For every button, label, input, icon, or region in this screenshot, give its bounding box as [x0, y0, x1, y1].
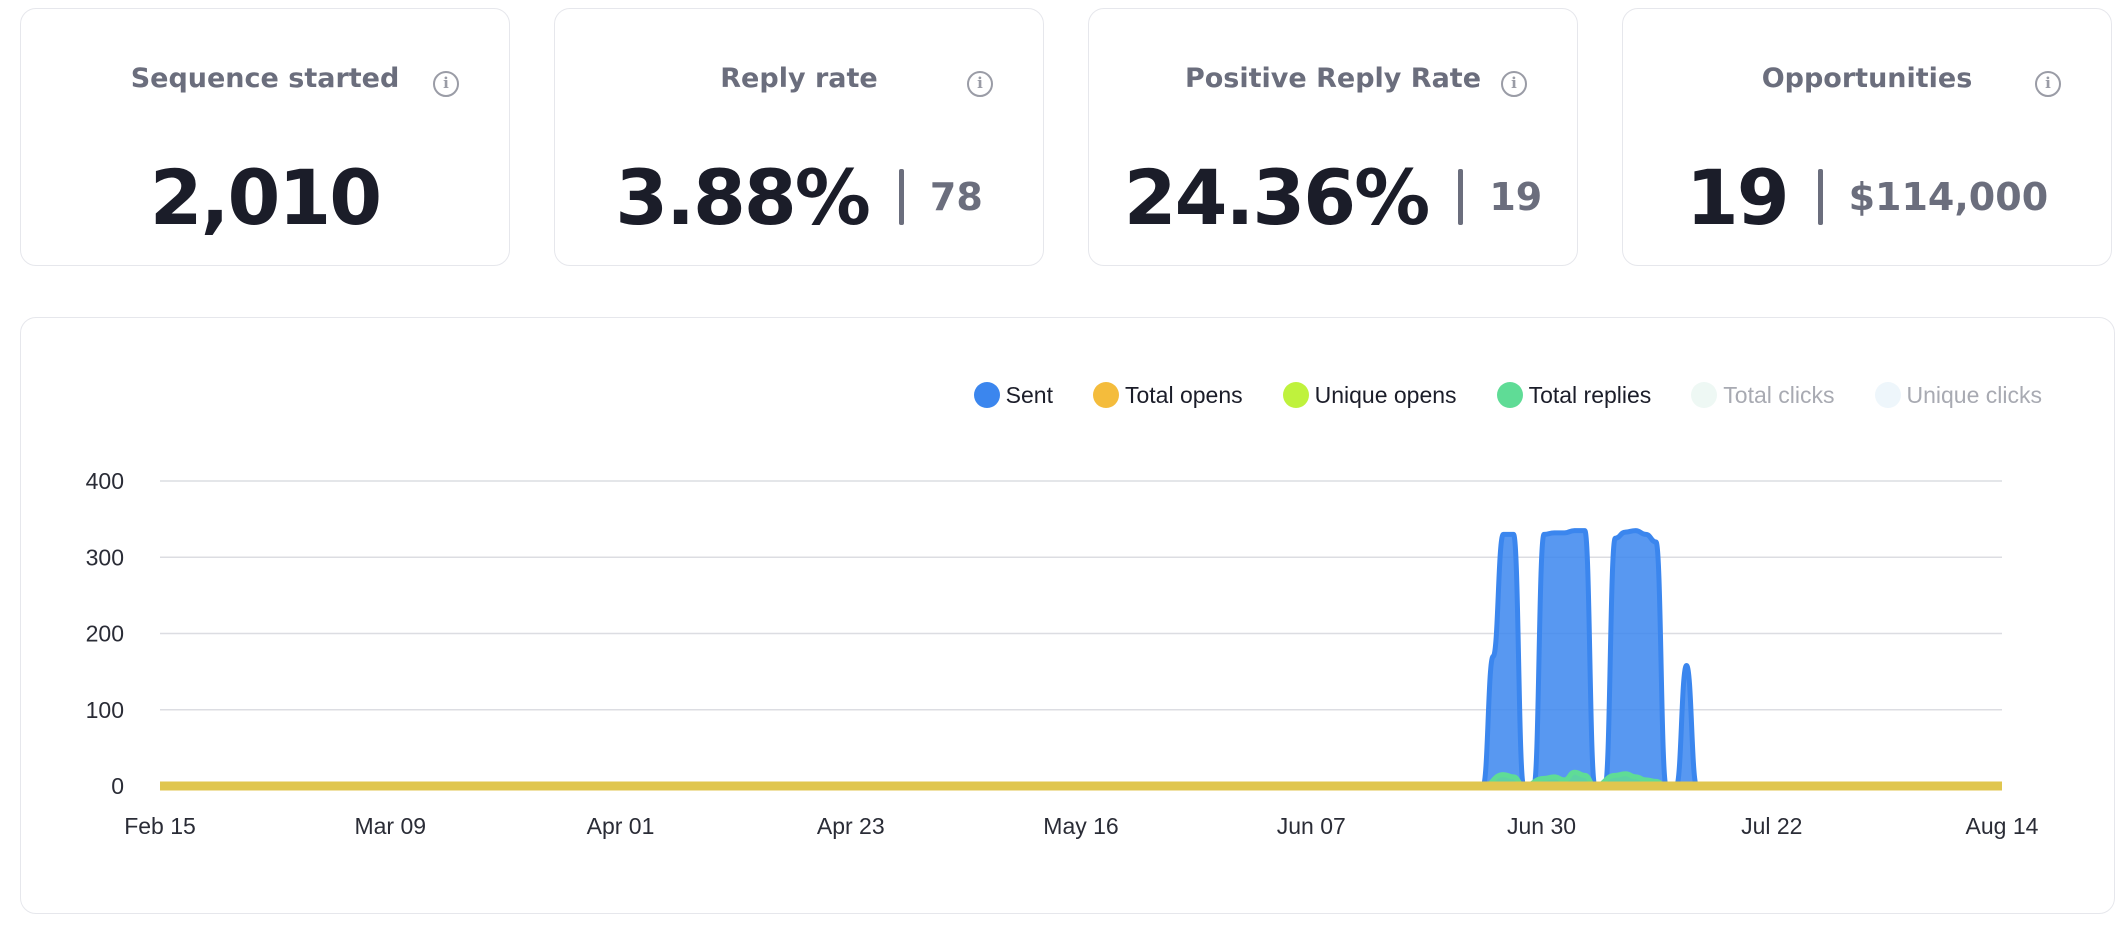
stat-value-row: 3.88% 78	[555, 147, 1043, 247]
series-point	[1645, 779, 1647, 781]
legend-dot	[1092, 382, 1119, 408]
y-tick-label: 100	[86, 697, 124, 723]
x-tick-label: Feb 15	[124, 813, 196, 839]
legend-dot	[1691, 382, 1718, 408]
legend-item-total-replies[interactable]: Total replies	[1496, 381, 1652, 409]
stat-divider	[1817, 169, 1823, 225]
stat-divider	[1458, 169, 1464, 225]
stat-card-opportunities: Opportunities i 19 $114,000	[1622, 8, 2112, 266]
x-tick-label: Apr 23	[817, 813, 885, 839]
x-tick-label: Jun 30	[1507, 813, 1576, 839]
legend-label: Unique opens	[1314, 381, 1457, 408]
series-point	[1686, 665, 1688, 667]
series-point	[1502, 774, 1504, 776]
series-point	[1513, 533, 1515, 535]
series-point	[1513, 776, 1515, 778]
series-point	[1624, 773, 1626, 775]
series-point	[1563, 779, 1565, 781]
legend-item-total-clicks[interactable]: Total clicks	[1691, 381, 1835, 409]
series-point	[1614, 774, 1616, 776]
stat-secondary-value: 19	[1489, 175, 1543, 219]
info-icon[interactable]: i	[1501, 71, 1527, 97]
stat-value-row: 2,010	[21, 147, 509, 247]
series-point	[1624, 531, 1626, 533]
legend-dot	[973, 382, 1000, 408]
legend-dot	[1282, 382, 1309, 408]
stat-secondary-value: $114,000	[1848, 175, 2049, 219]
series-point	[1502, 533, 1504, 535]
series-point	[1553, 532, 1555, 534]
x-tick-label: May 16	[1043, 813, 1118, 839]
legend-label: Total clicks	[1723, 381, 1835, 408]
stat-value-row: 24.36% 19	[1089, 147, 1577, 247]
series-point	[1645, 533, 1647, 535]
series-point	[1563, 532, 1565, 534]
info-icon[interactable]: i	[967, 71, 993, 97]
series-point	[1543, 533, 1545, 535]
y-tick-label: 200	[86, 621, 124, 647]
y-tick-label: 0	[111, 773, 124, 799]
legend-label: Sent	[1005, 381, 1053, 408]
stat-divider	[898, 169, 904, 225]
stat-value: 3.88%	[615, 152, 871, 242]
legend-dot	[1874, 382, 1901, 408]
legend-item-sent[interactable]: Sent	[973, 381, 1053, 409]
x-tick-label: Jun 07	[1277, 813, 1346, 839]
series-point	[1543, 777, 1545, 779]
stat-card-sequence-started: Sequence started i 2,010	[20, 8, 510, 266]
legend-item-unique-clicks[interactable]: Unique clicks	[1874, 381, 2043, 409]
legend-item-unique-opens[interactable]: Unique opens	[1282, 381, 1457, 409]
stat-title: Opportunities	[1761, 63, 1973, 94]
stat-value: 2,010	[149, 152, 382, 242]
series-point	[1584, 530, 1586, 532]
info-icon[interactable]: i	[2035, 71, 2061, 97]
stat-card-positive-reply-rate: Positive Reply Rate i 24.36% 19	[1088, 8, 1578, 266]
y-tick-label: 300	[86, 544, 124, 570]
series-sent-area	[1480, 528, 1700, 789]
series-point	[1655, 541, 1657, 543]
series-point	[1635, 776, 1637, 778]
series-point	[1614, 537, 1616, 539]
series-point	[1492, 655, 1494, 657]
stat-title: Reply rate	[720, 63, 878, 94]
legend-label: Total replies	[1528, 381, 1652, 408]
series-point	[1574, 771, 1576, 773]
stat-secondary-value: 78	[929, 175, 983, 219]
stat-title: Sequence started	[130, 63, 400, 94]
stat-card-reply-rate: Reply rate i 3.88% 78	[554, 8, 1044, 266]
legend-dot	[1496, 382, 1523, 408]
series-point	[1553, 776, 1555, 778]
series-point	[1584, 774, 1586, 776]
series-point	[1635, 530, 1637, 532]
stat-title: Positive Reply Rate	[1184, 63, 1482, 94]
series-point	[1574, 530, 1576, 532]
x-tick-label: Jul 22	[1741, 813, 1802, 839]
x-tick-label: Mar 09	[354, 813, 426, 839]
info-icon[interactable]: i	[433, 71, 459, 97]
legend-label: Total opens	[1124, 381, 1243, 408]
stat-value: 19	[1685, 152, 1790, 242]
chart-card	[20, 317, 2115, 914]
stat-value: 24.36%	[1123, 152, 1431, 242]
x-tick-label: Aug 14	[1966, 813, 2039, 839]
x-tick-label: Apr 01	[587, 813, 655, 839]
y-tick-label: 400	[86, 468, 124, 494]
stat-value-row: 19 $114,000	[1623, 147, 2111, 247]
legend-label: Unique clicks	[1906, 381, 2043, 408]
legend-item-total-opens[interactable]: Total opens	[1092, 381, 1243, 409]
chart-legend: Sent Total opens Unique opens Total replies…	[934, 378, 2042, 412]
